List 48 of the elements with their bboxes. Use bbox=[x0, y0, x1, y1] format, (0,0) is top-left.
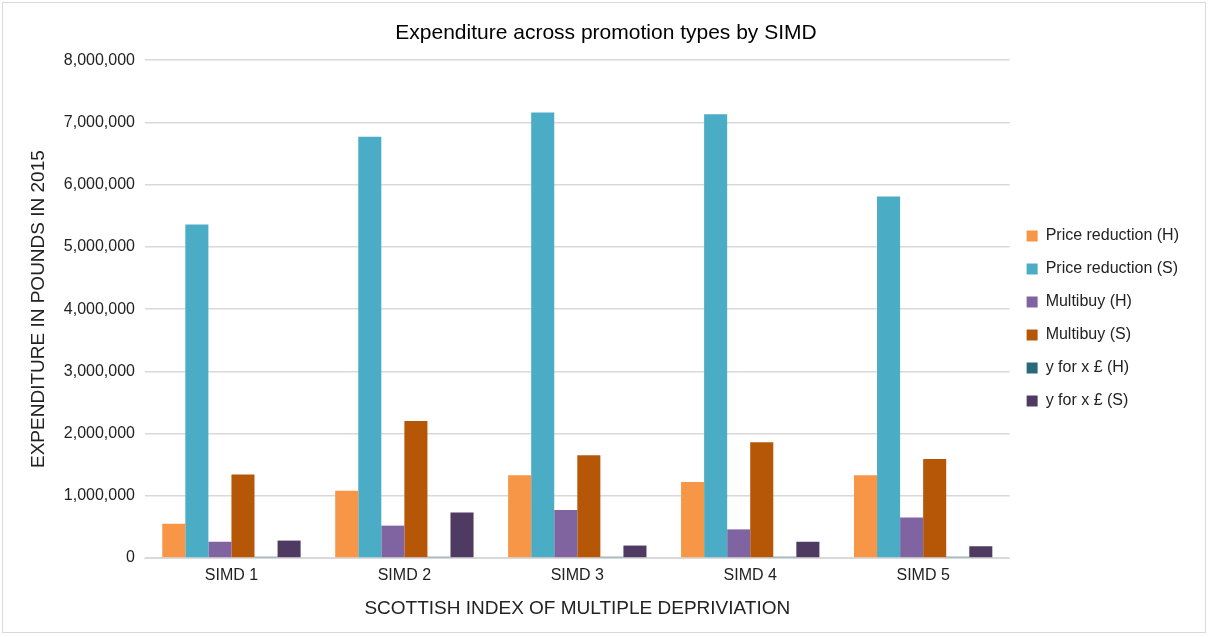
bar bbox=[853, 475, 878, 558]
bar bbox=[796, 541, 820, 558]
bar bbox=[727, 529, 751, 558]
x-tick-label: SIMD 1 bbox=[204, 566, 259, 584]
y-tick-label: 8,000,000 bbox=[63, 50, 136, 68]
y-tick-label: 1,000,000 bbox=[63, 486, 136, 504]
bar bbox=[900, 517, 924, 558]
bar bbox=[404, 421, 428, 558]
bar bbox=[969, 546, 993, 558]
y-tick-label: 5,000,000 bbox=[63, 237, 136, 255]
legend-label: y for x £ (S) bbox=[1045, 391, 1129, 409]
y-tick-label: 0 bbox=[126, 548, 136, 566]
legend-label: Price reduction (S) bbox=[1045, 259, 1179, 277]
legend-label: y for x £ (H) bbox=[1045, 358, 1130, 376]
bar bbox=[231, 474, 255, 558]
y-tick-label: 2,000,000 bbox=[63, 423, 136, 441]
bar bbox=[923, 459, 947, 558]
bar bbox=[704, 114, 728, 558]
bar bbox=[450, 512, 474, 558]
bar bbox=[162, 523, 186, 558]
bar bbox=[554, 510, 578, 558]
x-tick-label: SIMD 3 bbox=[550, 566, 605, 584]
bar bbox=[381, 525, 405, 558]
bar bbox=[577, 455, 601, 558]
y-axis-title: EXPENDITURE IN POUNDS IN 2015 bbox=[26, 150, 48, 469]
bar bbox=[185, 224, 209, 558]
legend-label: Multibuy (H) bbox=[1045, 292, 1132, 310]
bar bbox=[335, 490, 359, 558]
bar bbox=[531, 112, 555, 558]
x-tick-label: SIMD 2 bbox=[377, 566, 432, 584]
bar bbox=[508, 475, 532, 558]
bar bbox=[877, 196, 901, 558]
legend-label: Price reduction (H) bbox=[1045, 226, 1179, 244]
y-tick-label: 4,000,000 bbox=[63, 299, 136, 317]
y-tick-label: 3,000,000 bbox=[63, 361, 136, 379]
bar bbox=[623, 545, 647, 558]
x-axis-title: SCOTTISH INDEX OF MULTIPLE DEPRIVIATION bbox=[364, 596, 791, 618]
y-tick-label: 7,000,000 bbox=[63, 112, 136, 130]
bar bbox=[277, 540, 301, 558]
x-tick-label: SIMD 5 bbox=[896, 566, 950, 584]
x-tick-label: SIMD 4 bbox=[723, 566, 777, 584]
chart-title: Expenditure across promotion types by SIMD bbox=[395, 20, 817, 44]
y-tick-label: 6,000,000 bbox=[63, 175, 136, 193]
bar bbox=[208, 541, 232, 558]
bar bbox=[681, 482, 705, 558]
legend-label: Multibuy (S) bbox=[1045, 325, 1131, 343]
bar bbox=[358, 136, 382, 558]
bar bbox=[750, 442, 774, 558]
